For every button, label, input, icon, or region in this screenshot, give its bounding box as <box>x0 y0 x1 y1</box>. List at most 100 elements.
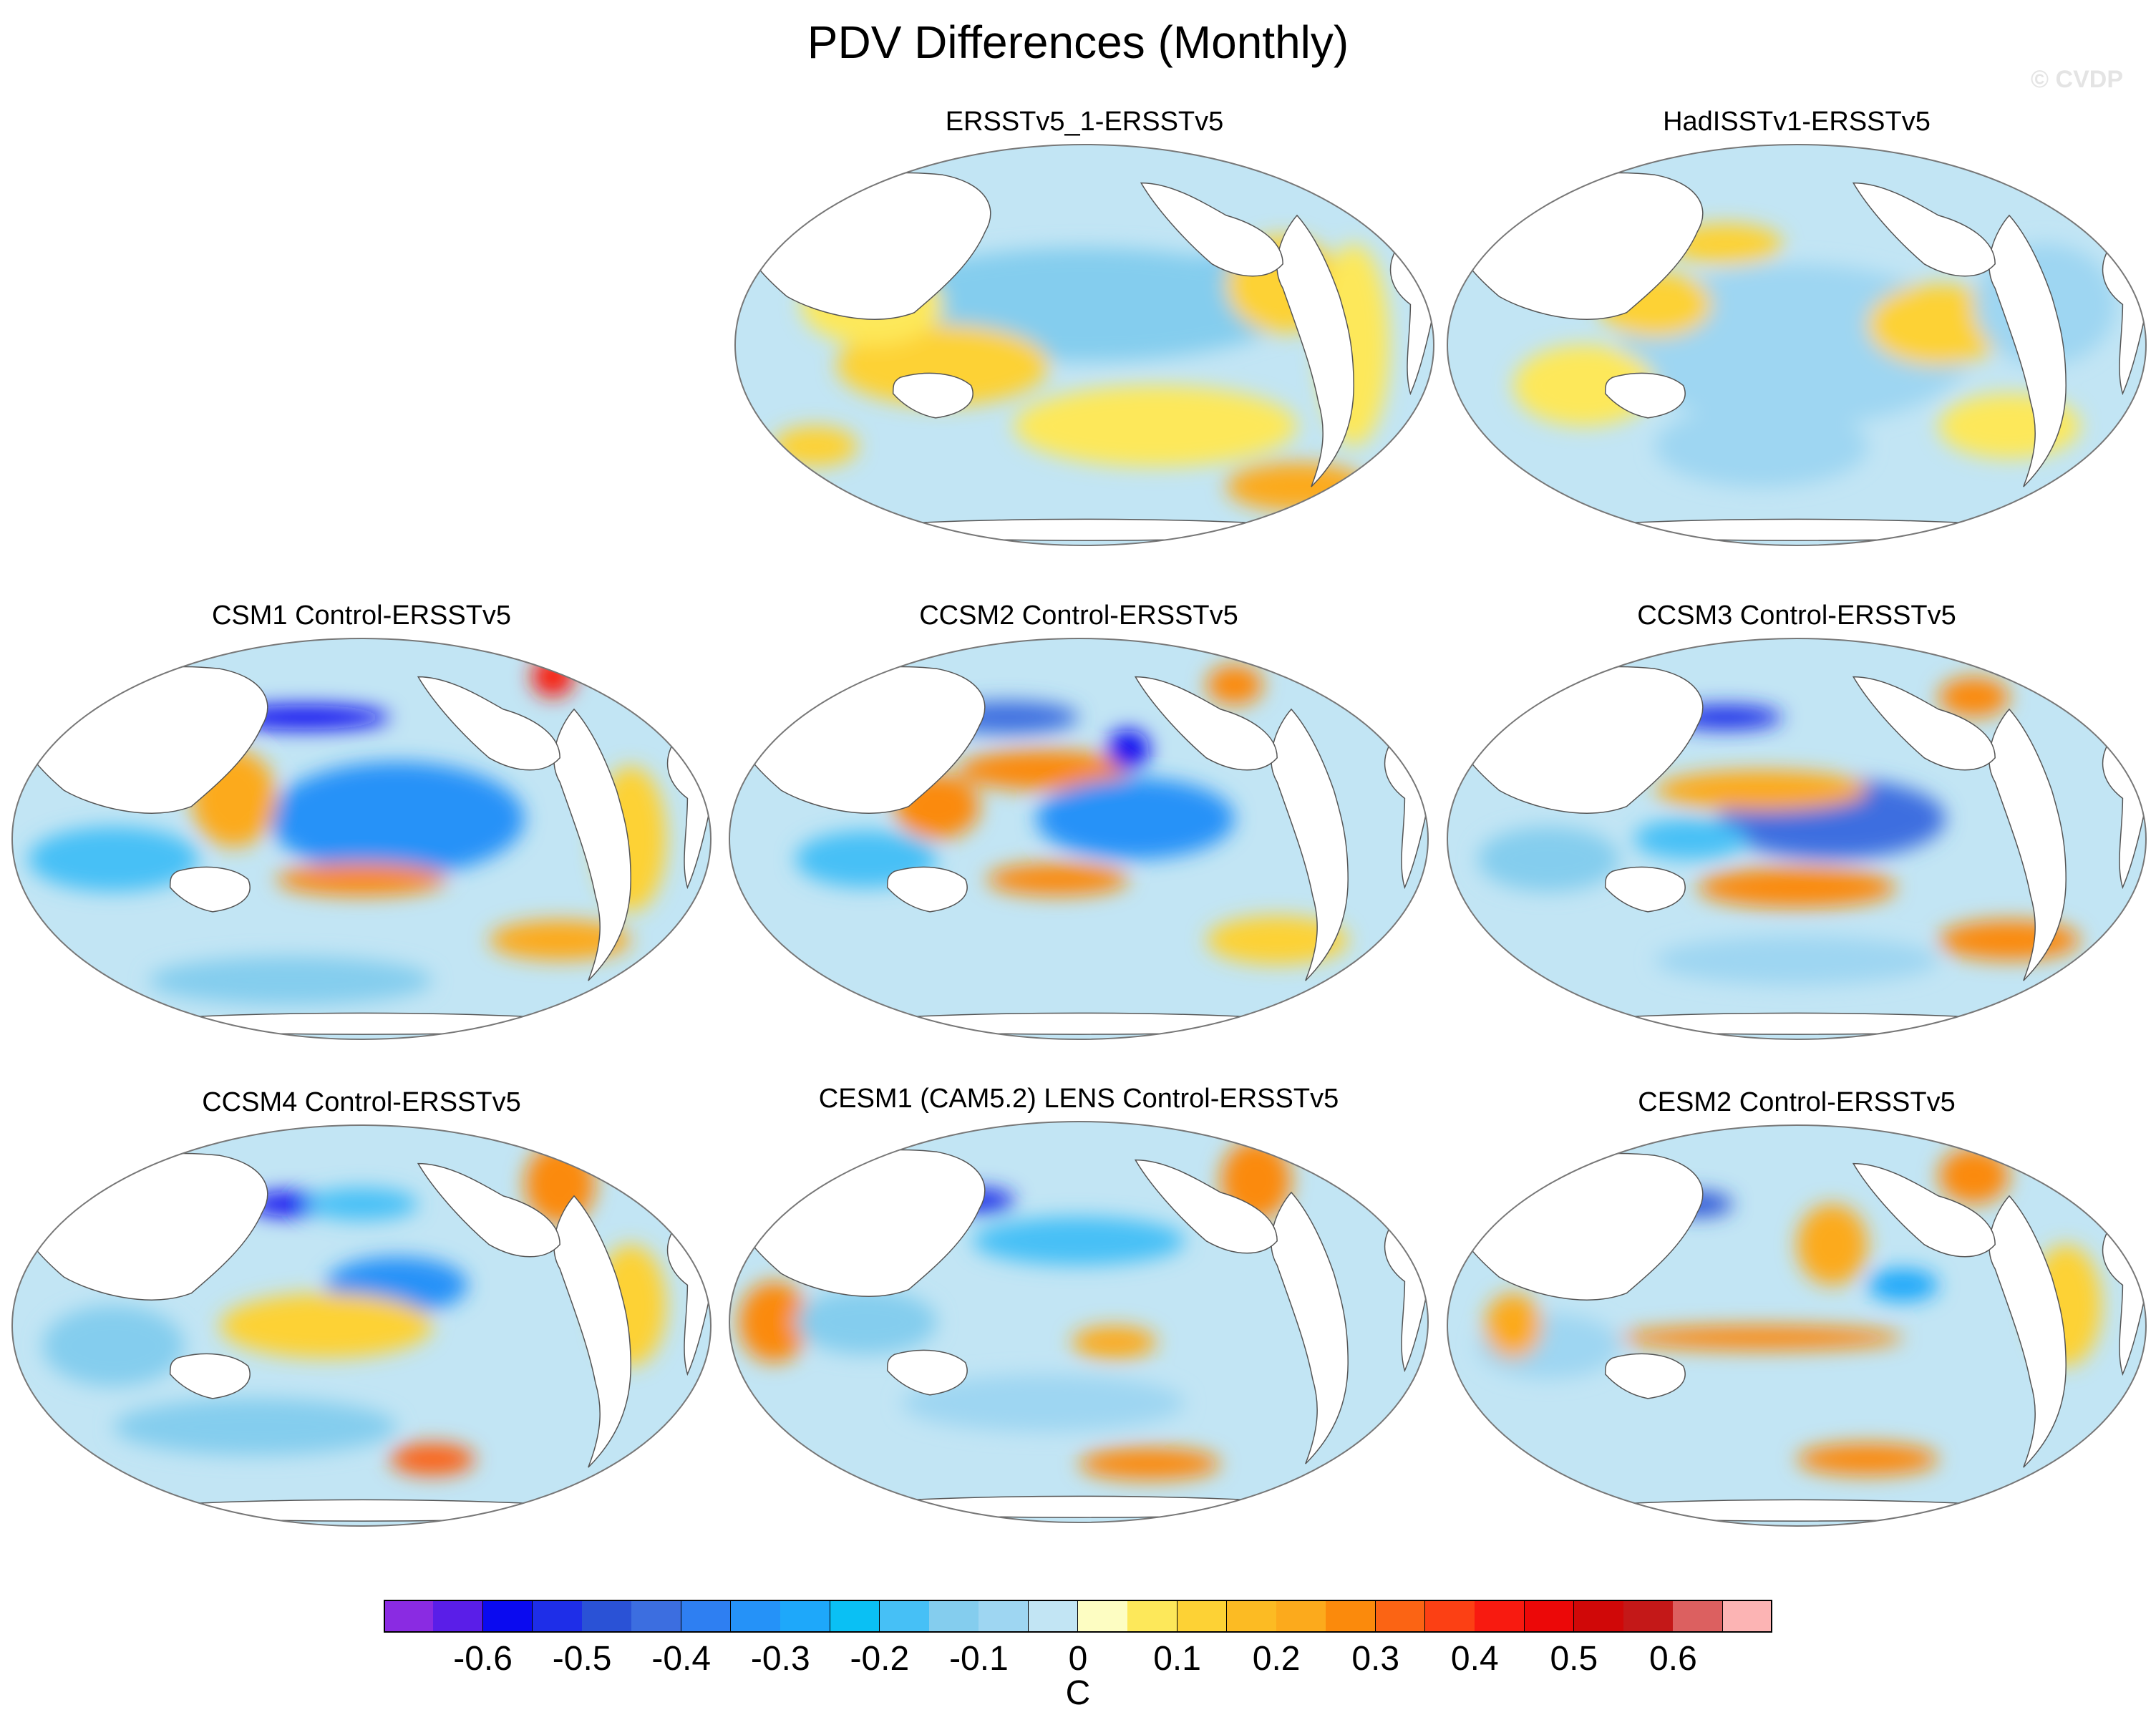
colorbar-frame <box>384 1600 1772 1633</box>
world-map <box>729 638 1429 1040</box>
colorbar-tick-label: 0.3 <box>1351 1640 1400 1678</box>
colorbar-swatch <box>1375 1600 1426 1633</box>
anomaly-region <box>1036 778 1235 860</box>
anomaly-region <box>738 1281 810 1363</box>
anomaly-region <box>28 827 199 892</box>
anomaly-region <box>1655 405 1868 487</box>
colorbar-swatch <box>433 1600 484 1633</box>
landmass <box>1852 182 1996 277</box>
landmass <box>1604 1353 1686 1399</box>
landmass <box>1989 214 2067 487</box>
anomaly-region <box>901 1374 1185 1432</box>
map-border <box>734 144 1434 546</box>
map-border <box>1447 638 2147 1040</box>
landmass <box>77 1499 646 1522</box>
panel-cesm1: CESM1 (CAM5.2) LENS Control-ERSSTv5 <box>724 1081 1433 1525</box>
landmass <box>1134 676 1278 771</box>
colorbar <box>384 1600 1773 1633</box>
landmass <box>1271 708 1349 981</box>
landmass <box>800 518 1369 541</box>
panel-title: CCSM2 Control-ERSSTv5 <box>919 601 1238 631</box>
map-border <box>11 638 712 1040</box>
world-map <box>734 144 1434 546</box>
panel-csm1: CSM1 Control-ERSSTv5 <box>7 598 716 1041</box>
anomaly-region <box>795 1289 937 1355</box>
colorbar-swatch <box>1524 1600 1575 1633</box>
anomaly-region <box>958 749 1129 791</box>
colorbar-swatch <box>1177 1600 1228 1633</box>
colorbar-swatch <box>384 1600 434 1633</box>
colorbar-swatch <box>631 1600 682 1633</box>
anomaly-region <box>1619 1326 1903 1350</box>
panel-ccsm4: CCSM4 Control-ERSSTv5 <box>7 1084 716 1528</box>
anomaly-field <box>1447 145 2146 545</box>
anomaly-region <box>276 862 447 896</box>
anomaly-field <box>1447 1125 2146 1526</box>
anomaly-region <box>1485 1293 1542 1359</box>
colorbar-tick-label: 0.2 <box>1252 1640 1301 1678</box>
landmass <box>417 1162 560 1258</box>
colorbar-tick-label: -0.1 <box>949 1640 1009 1678</box>
panel-title: CESM2 Control-ERSSTv5 <box>1638 1087 1956 1117</box>
anomaly-region <box>1938 1147 2009 1205</box>
anomaly-region <box>149 956 432 1006</box>
map-border <box>1447 144 2147 546</box>
anomaly-region <box>269 762 525 875</box>
colorbar-tick-label: -0.6 <box>453 1640 513 1678</box>
landmass <box>169 866 251 913</box>
landmass <box>1512 1012 2081 1035</box>
landmass <box>892 372 973 419</box>
anomaly-region <box>1206 915 1349 965</box>
landmass <box>1852 1162 1996 1258</box>
anomaly-region <box>1669 223 1783 264</box>
colorbar-tick-label: 0.5 <box>1550 1640 1598 1678</box>
landmass <box>1134 1159 1278 1254</box>
anomaly-region <box>1697 867 1896 908</box>
landmass <box>1852 676 1996 771</box>
landmass <box>553 708 631 981</box>
figure-title: PDV Differences (Monthly) <box>807 16 1349 68</box>
panel-title: ERSSTv5_1-ERSSTv5 <box>945 107 1224 137</box>
colorbar-swatch <box>1028 1600 1079 1633</box>
colorbar-swatch <box>532 1600 583 1633</box>
anomaly-region <box>1868 1268 1938 1302</box>
colorbar-swatch <box>681 1600 732 1633</box>
anomaly-region <box>1014 385 1297 467</box>
landmass <box>77 1012 646 1035</box>
landmass <box>1604 372 1686 419</box>
anomaly-region <box>42 1305 185 1386</box>
anomaly-field <box>1447 638 2146 1039</box>
anomaly-region <box>1655 936 1938 985</box>
colorbar-tick-label: 0.1 <box>1153 1640 1201 1678</box>
panel-cesm2: CESM2 Control-ERSSTv5 <box>1442 1084 2151 1528</box>
colorbar-tick-label: 0 <box>1068 1640 1088 1678</box>
landmass <box>1140 182 1283 277</box>
landmass <box>1989 708 2067 981</box>
world-map <box>1447 144 2147 546</box>
colorbar-swatch <box>1623 1600 1674 1633</box>
map-border <box>1447 1124 2147 1527</box>
colorbar-swatch <box>1078 1600 1128 1633</box>
anomaly-region <box>220 1293 432 1359</box>
anomaly-region <box>1797 1443 1938 1476</box>
colorbar-swatch <box>1573 1600 1624 1633</box>
colorbar-unit: C <box>1065 1674 1091 1712</box>
panel-ccsm2: CCSM2 Control-ERSSTv5 <box>724 598 1433 1041</box>
landmass <box>417 676 560 771</box>
anomaly-region <box>389 1443 475 1476</box>
anomaly-field <box>12 1125 711 1526</box>
landmass <box>886 866 968 913</box>
colorbar-swatch <box>731 1600 781 1633</box>
world-map <box>11 638 712 1040</box>
panel-title: CCSM3 Control-ERSSTv5 <box>1637 601 1956 631</box>
landmass <box>795 1495 1363 1518</box>
landmass <box>169 1353 251 1399</box>
landmass <box>1512 1499 2081 1522</box>
anomaly-region <box>836 324 1049 406</box>
anomaly-region <box>1206 664 1263 706</box>
landmass <box>1989 1195 2067 1468</box>
colorbar-tick-label: 0.6 <box>1649 1640 1697 1678</box>
colorbar-swatch <box>1127 1600 1178 1633</box>
anomaly-region <box>113 1398 397 1456</box>
landmass <box>553 1195 631 1468</box>
